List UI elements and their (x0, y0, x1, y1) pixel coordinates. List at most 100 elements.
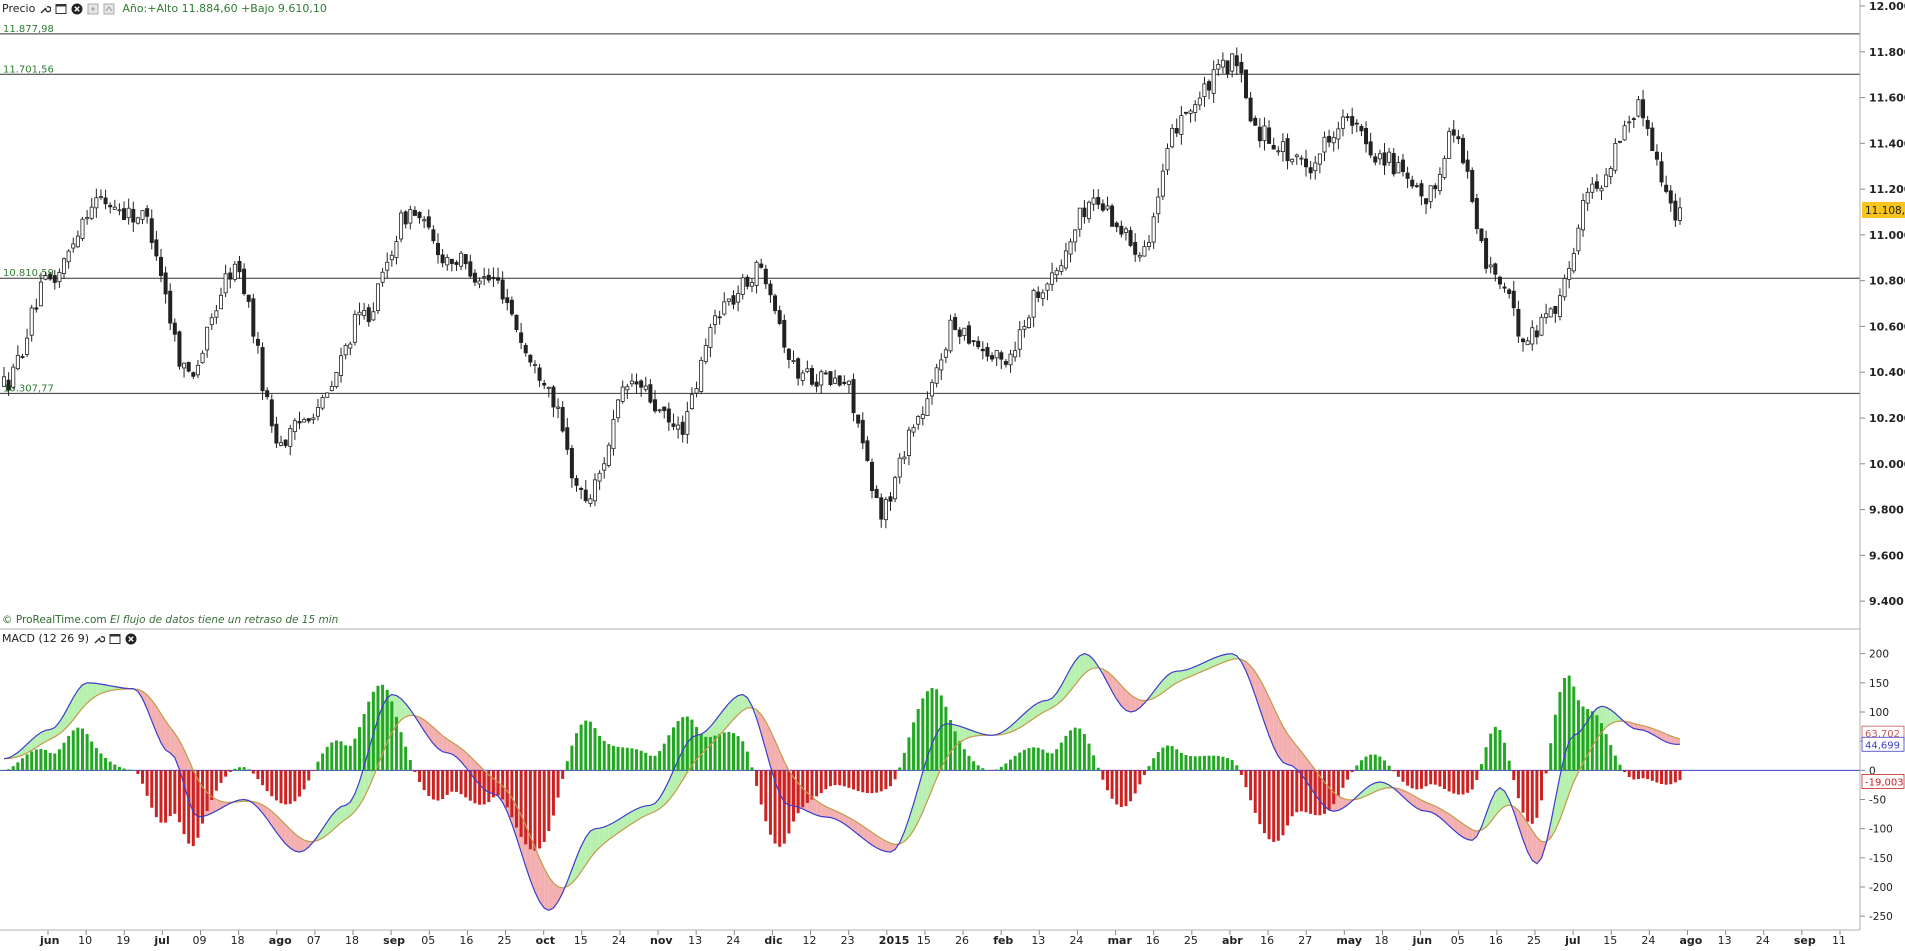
macd-hist-bar (603, 741, 606, 770)
candle-body (446, 257, 449, 264)
macd-hist-bar (1235, 765, 1238, 770)
data-source-note: © ProRealTime.com El flujo de datos tien… (2, 614, 338, 626)
macd-hist-bar (478, 770, 481, 804)
macd-hist-bar (353, 739, 356, 771)
time-tick-label: 10 (78, 934, 92, 946)
candle-body (492, 277, 495, 278)
candle-body (1374, 157, 1377, 162)
candle-body (1037, 292, 1040, 298)
candle-body (187, 362, 190, 371)
price-info: Año:+Alto 11.884,60 +Bajo 9.610,10 (122, 2, 327, 15)
candle-body (621, 387, 624, 401)
macd-hist-bar (293, 770, 296, 801)
time-tick-label: 24 (612, 934, 626, 946)
time-tick-label: 15 (1603, 934, 1617, 946)
candle-body (1207, 82, 1210, 91)
candle-body (1194, 105, 1197, 113)
candle-body (1258, 127, 1261, 141)
macd-hist-bar (824, 770, 827, 789)
macd-hist-bar (1609, 745, 1612, 770)
candle-body (1554, 306, 1557, 313)
candle-body (838, 376, 841, 385)
macd-hist-bar (307, 770, 310, 780)
candle-body (275, 424, 278, 443)
macd-hist-bar (1605, 734, 1608, 770)
close-icon[interactable] (70, 2, 83, 15)
macd-hist-bar (1291, 770, 1294, 816)
wrench-icon[interactable] (38, 2, 51, 15)
window-icon[interactable] (108, 632, 121, 645)
candle-body (884, 500, 887, 520)
macd-hist-bar (1041, 750, 1044, 771)
macd-hist-bar (298, 770, 301, 796)
macd-hist-bar (7, 769, 10, 770)
candle-body (450, 259, 453, 263)
macd-tick-label: -50 (1869, 795, 1886, 807)
time-tick-label: 25 (1527, 934, 1541, 946)
candle-body (242, 269, 245, 294)
time-tick-label: mar (1108, 934, 1133, 946)
candle-body (224, 274, 227, 293)
macd-tick-label: -100 (1869, 824, 1893, 836)
candle-body (298, 421, 301, 422)
macd-hist-bar (750, 767, 753, 770)
candle-body (640, 381, 643, 387)
candle-body (146, 209, 149, 217)
copy-icon[interactable] (86, 2, 99, 15)
settings-icon[interactable] (102, 2, 115, 15)
macd-hist-bar (663, 744, 666, 771)
macd-hist-bar (252, 770, 255, 773)
macd-hist-bar (1258, 770, 1261, 824)
time-tick-label: 05 (1451, 934, 1465, 946)
candle-body (25, 338, 28, 354)
price-tick-label: 10.800 (1869, 275, 1905, 288)
macd-hist-bar (727, 732, 730, 770)
candle-body (1517, 309, 1520, 336)
macd-hist-bar (561, 770, 564, 779)
time-tick-label: 16 (1260, 934, 1274, 946)
candle-body (279, 443, 282, 446)
candle-body (358, 312, 361, 315)
candle-body (1050, 273, 1053, 284)
candle-body (196, 365, 199, 374)
candle-body (1628, 122, 1631, 123)
candle-body (1323, 137, 1326, 152)
macd-hist-bar (81, 729, 84, 771)
macd-hist-value: -19,003 (1865, 777, 1904, 788)
candle-body (907, 430, 910, 456)
macd-hist-bar (1388, 766, 1391, 771)
candle-body (870, 462, 873, 490)
level-label-1: 11.701,56 (3, 64, 54, 75)
candle-body (372, 312, 375, 320)
candle-body (1392, 153, 1395, 173)
macd-hist-bar (1452, 770, 1455, 793)
time-tick-label: 05 (421, 934, 435, 946)
macd-hist-bar (1083, 734, 1086, 770)
candle-body (626, 387, 629, 390)
macd-hist-bar (1485, 747, 1488, 770)
close-icon[interactable] (124, 632, 137, 645)
candle-body (732, 296, 735, 305)
candle-body (76, 236, 79, 247)
candle-body (1009, 354, 1012, 365)
candle-body (584, 490, 587, 501)
candle-body (1004, 361, 1007, 364)
macd-hist-bar (99, 753, 102, 770)
wrench-icon[interactable] (92, 632, 105, 645)
macd-hist-bar (1018, 753, 1021, 771)
candle-body (1512, 291, 1515, 308)
macd-hist-bar (1014, 756, 1017, 770)
macd-hist-bar (783, 770, 786, 843)
candle-body (1129, 231, 1132, 246)
window-icon[interactable] (54, 2, 67, 15)
candle-body (215, 311, 218, 317)
candle-body (206, 327, 209, 350)
candle-body (1203, 84, 1206, 97)
price-tick-label: 9.400 (1869, 595, 1904, 608)
macd-hist-bar (515, 770, 518, 827)
time-tick-label: 19 (116, 934, 130, 946)
candle-body (746, 277, 749, 286)
macd-hist-bar (1401, 770, 1404, 781)
candle-body (164, 273, 167, 294)
